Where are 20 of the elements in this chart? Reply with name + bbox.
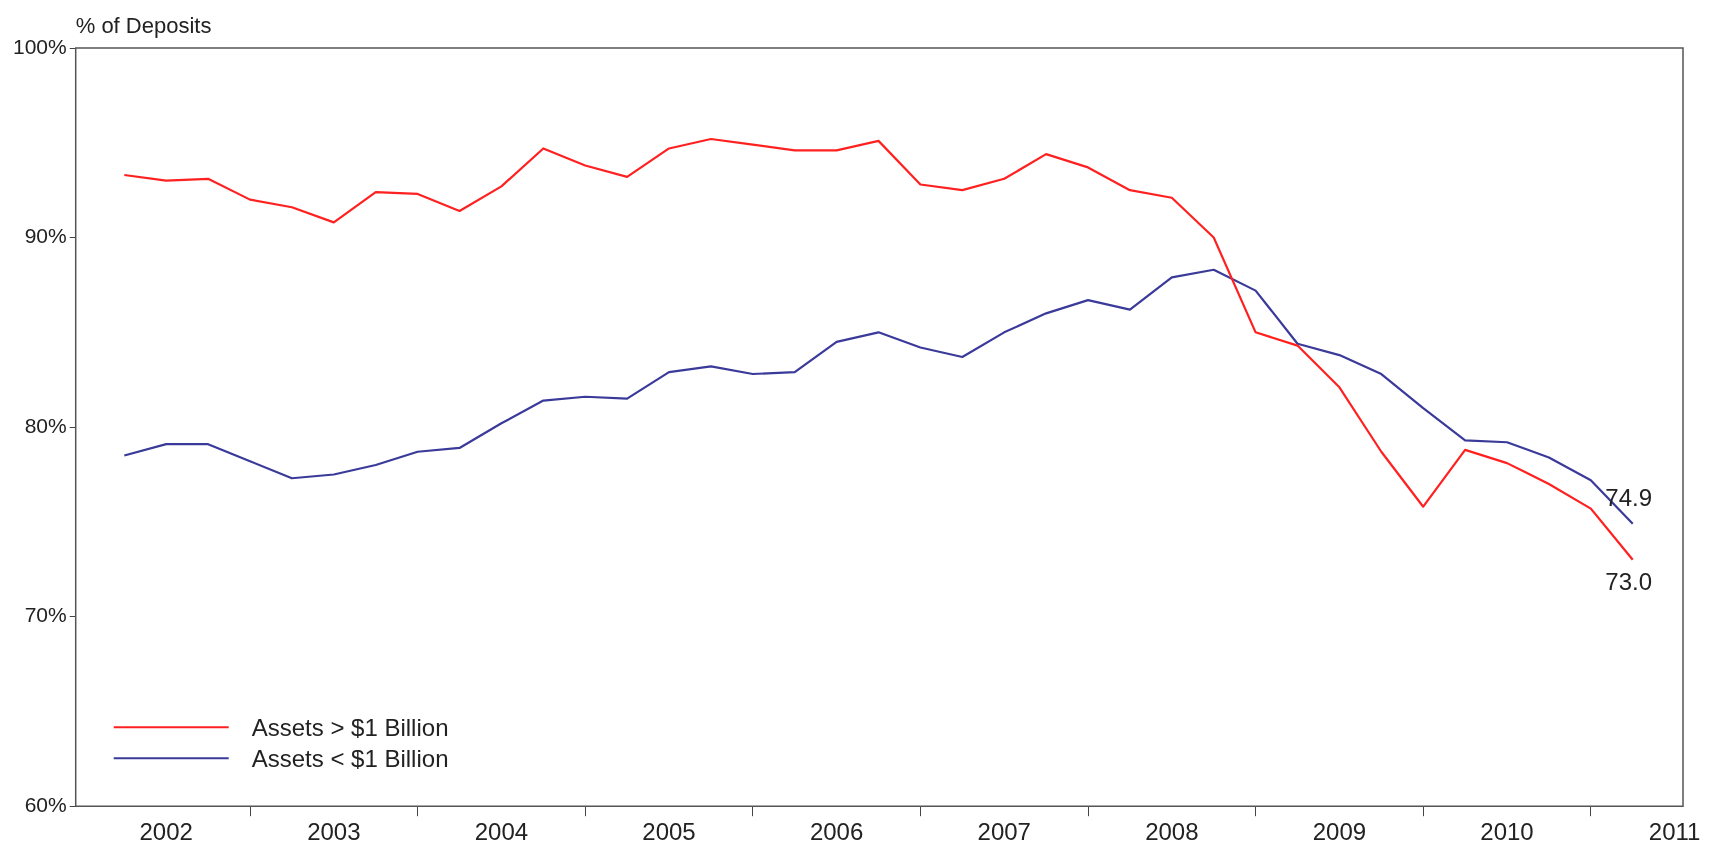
y-tick-label: 100%: [12, 34, 67, 58]
x-tick-label: 2005: [642, 818, 696, 846]
legend-label: Assets < $1 Billion: [251, 744, 449, 772]
x-tick-label: 2003: [307, 818, 361, 846]
y-tick-label: 90%: [24, 224, 67, 248]
legend-label: Assets > $1 Billion: [251, 713, 449, 741]
y-tick-label: 70%: [24, 603, 67, 627]
y-tick-label: 80%: [24, 413, 67, 437]
x-tick-label: 2004: [474, 818, 529, 846]
data-label: 74.9: [1605, 484, 1653, 512]
x-tick-label: 2009: [1312, 818, 1367, 846]
y-tick-label: 60%: [24, 793, 67, 816]
y-axis-title: % of Deposits: [75, 13, 212, 39]
data-label: 73.0: [1605, 568, 1653, 596]
x-tick-label: 2010: [1480, 818, 1534, 846]
x-tick-label: 2011: [1648, 818, 1701, 846]
x-tick-label: 2007: [977, 818, 1031, 846]
x-tick-label: 2006: [809, 818, 864, 846]
x-tick-label: 2008: [1145, 818, 1199, 846]
x-tick-label: 2002: [139, 818, 193, 846]
